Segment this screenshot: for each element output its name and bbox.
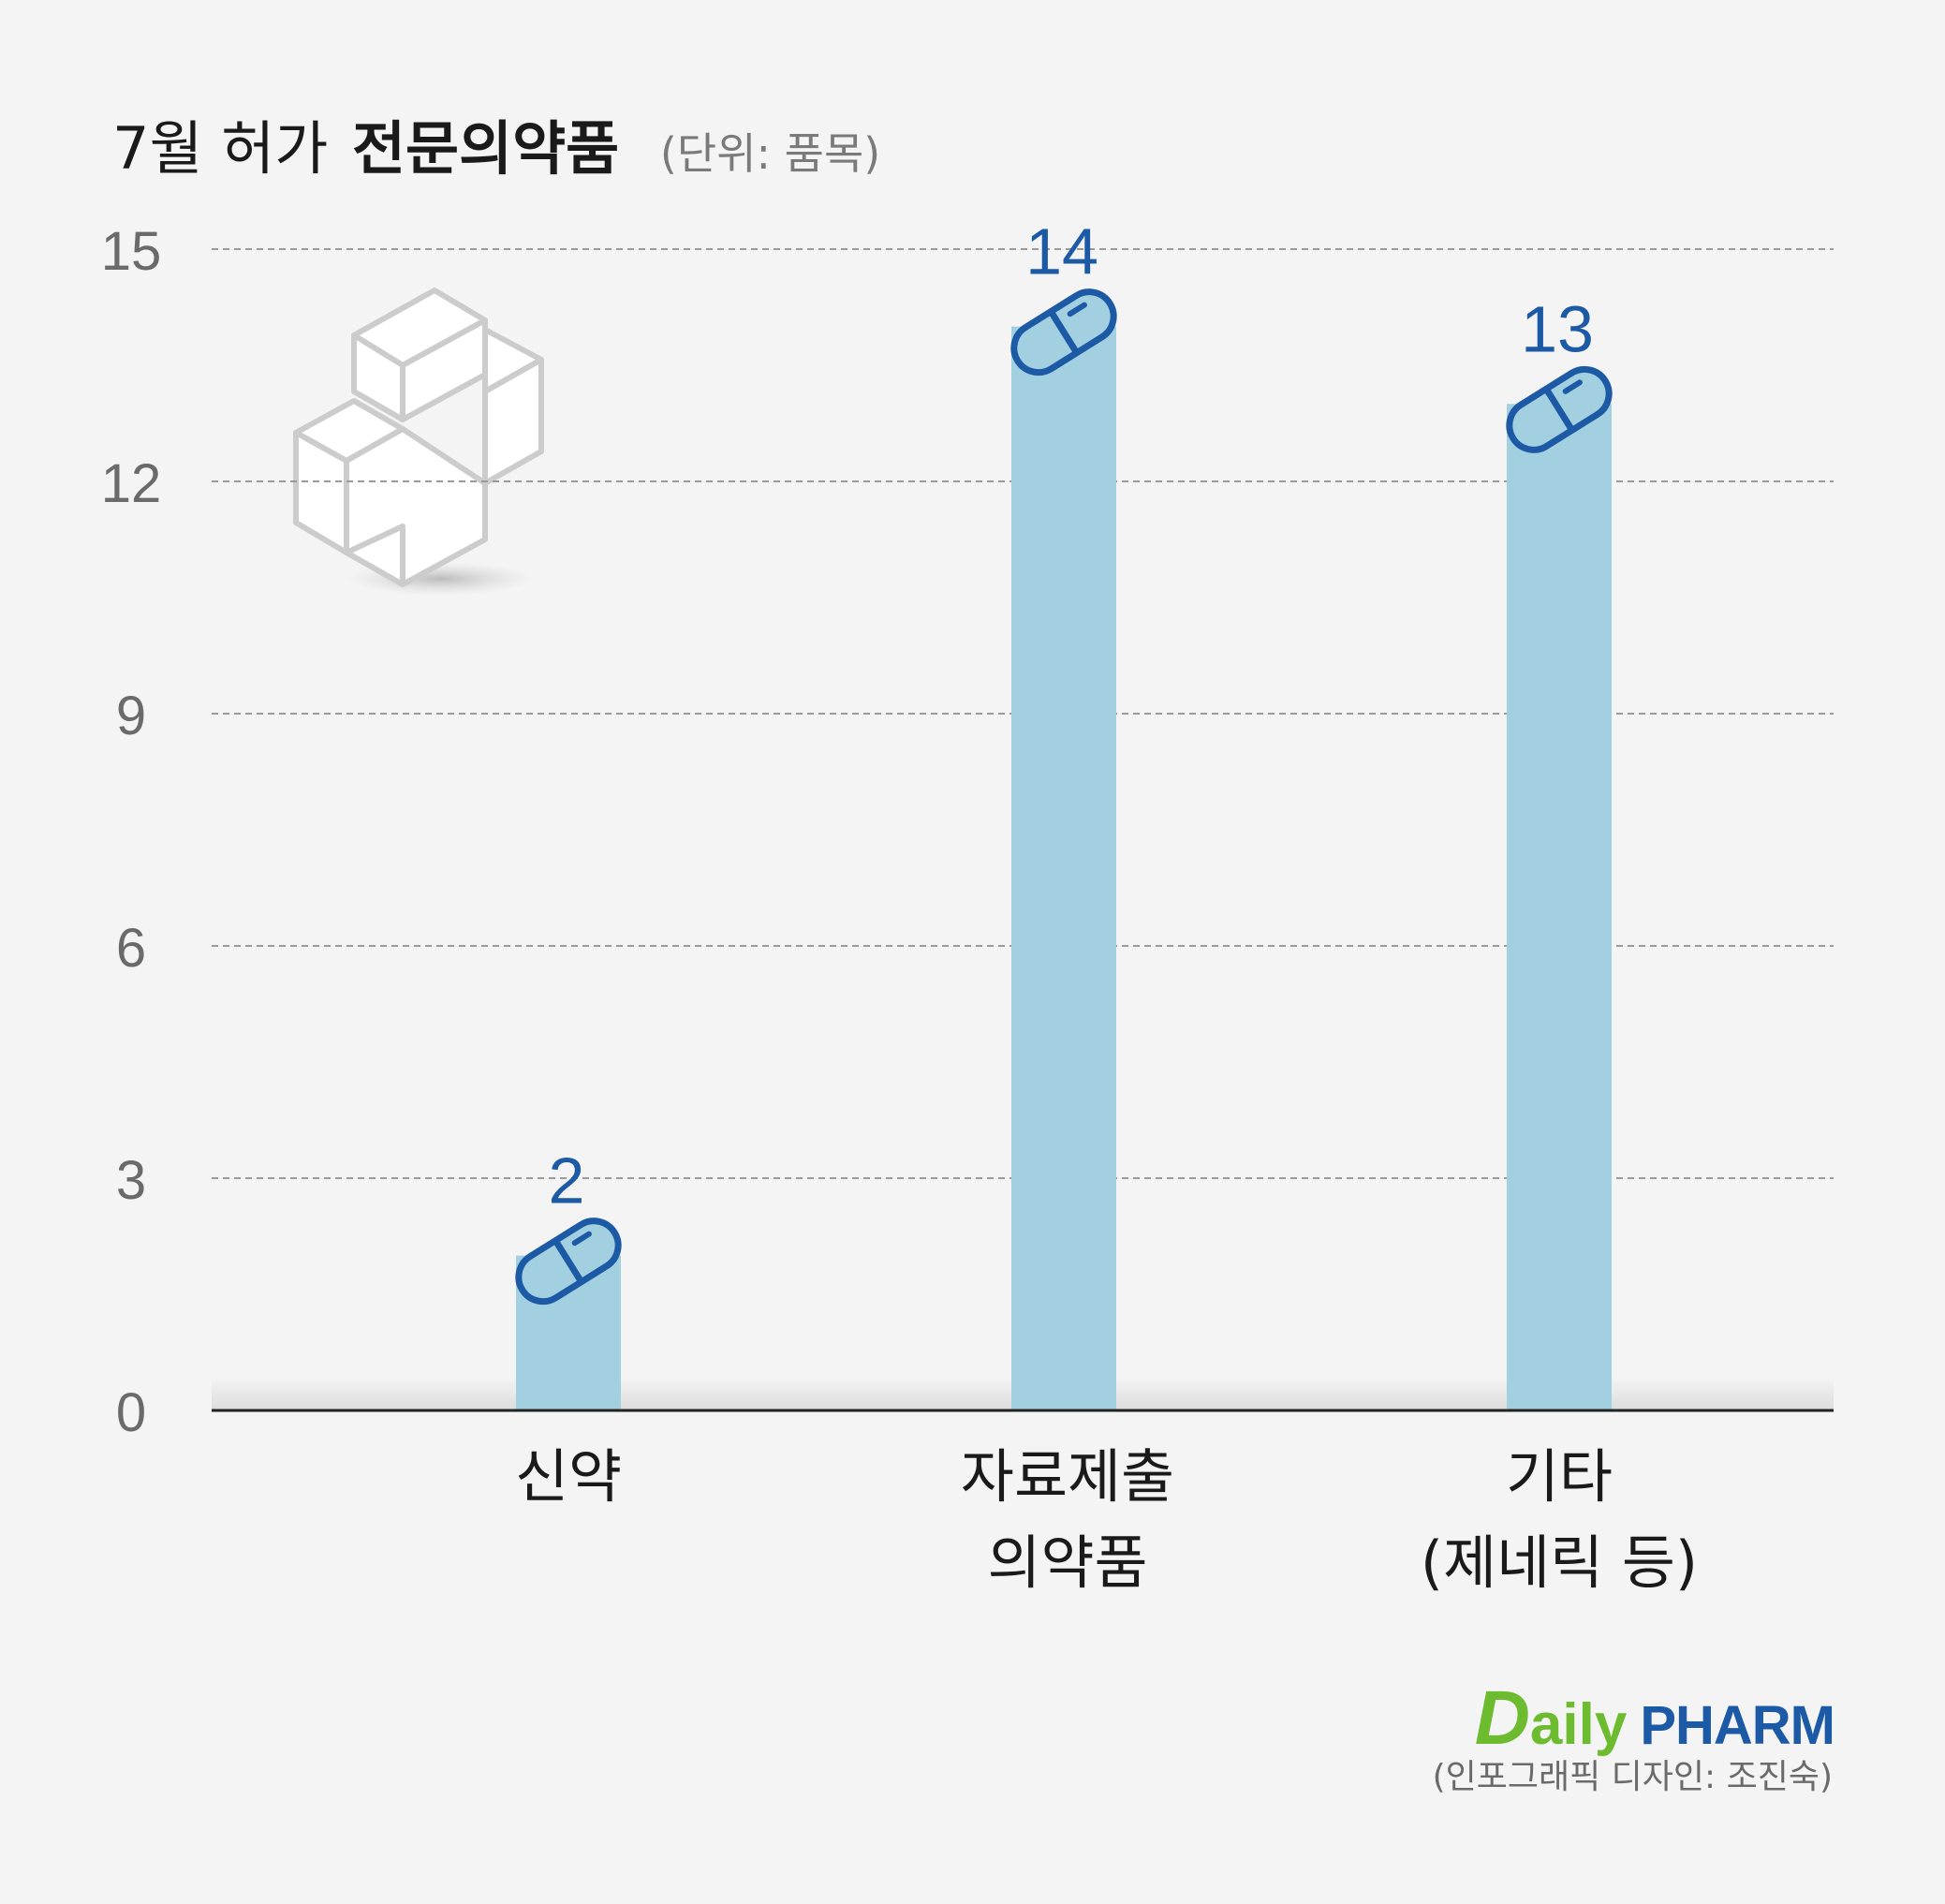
- bar-2: [1507, 404, 1612, 1410]
- y-tick-labels: 0 3 6 9 12 15: [101, 221, 162, 1443]
- category-label-2-0: 기타: [1506, 1442, 1613, 1511]
- logo-pharm: PHARM: [1640, 1695, 1834, 1756]
- value-label-0: 2: [549, 1144, 585, 1218]
- category-label-1-1: 의약품: [987, 1528, 1147, 1597]
- category-label-1-0: 자료제출: [961, 1442, 1174, 1511]
- y-tick-label: 12: [101, 453, 162, 514]
- y-tick-label: 3: [116, 1150, 146, 1211]
- logo-aily: aily: [1530, 1692, 1627, 1757]
- bars: 2 14 13: [509, 215, 1618, 1410]
- y-tick-label: 6: [116, 918, 146, 979]
- category-label-2-1: (제네릭 등): [1421, 1528, 1698, 1597]
- logo-d: D: [1475, 1675, 1530, 1761]
- y-tick-label: 9: [116, 686, 146, 746]
- category-label-0-0: 신약: [515, 1442, 622, 1511]
- value-label-2: 13: [1521, 292, 1594, 365]
- y-tick-label: 15: [101, 221, 162, 282]
- medical-cross-3d-icon: [296, 290, 541, 596]
- y-tick-label: 0: [116, 1382, 146, 1443]
- bar-1: [1011, 327, 1116, 1410]
- value-label-1: 14: [1025, 215, 1098, 288]
- design-credit: (인포그래픽 디자인: 조진숙): [1433, 1749, 1833, 1798]
